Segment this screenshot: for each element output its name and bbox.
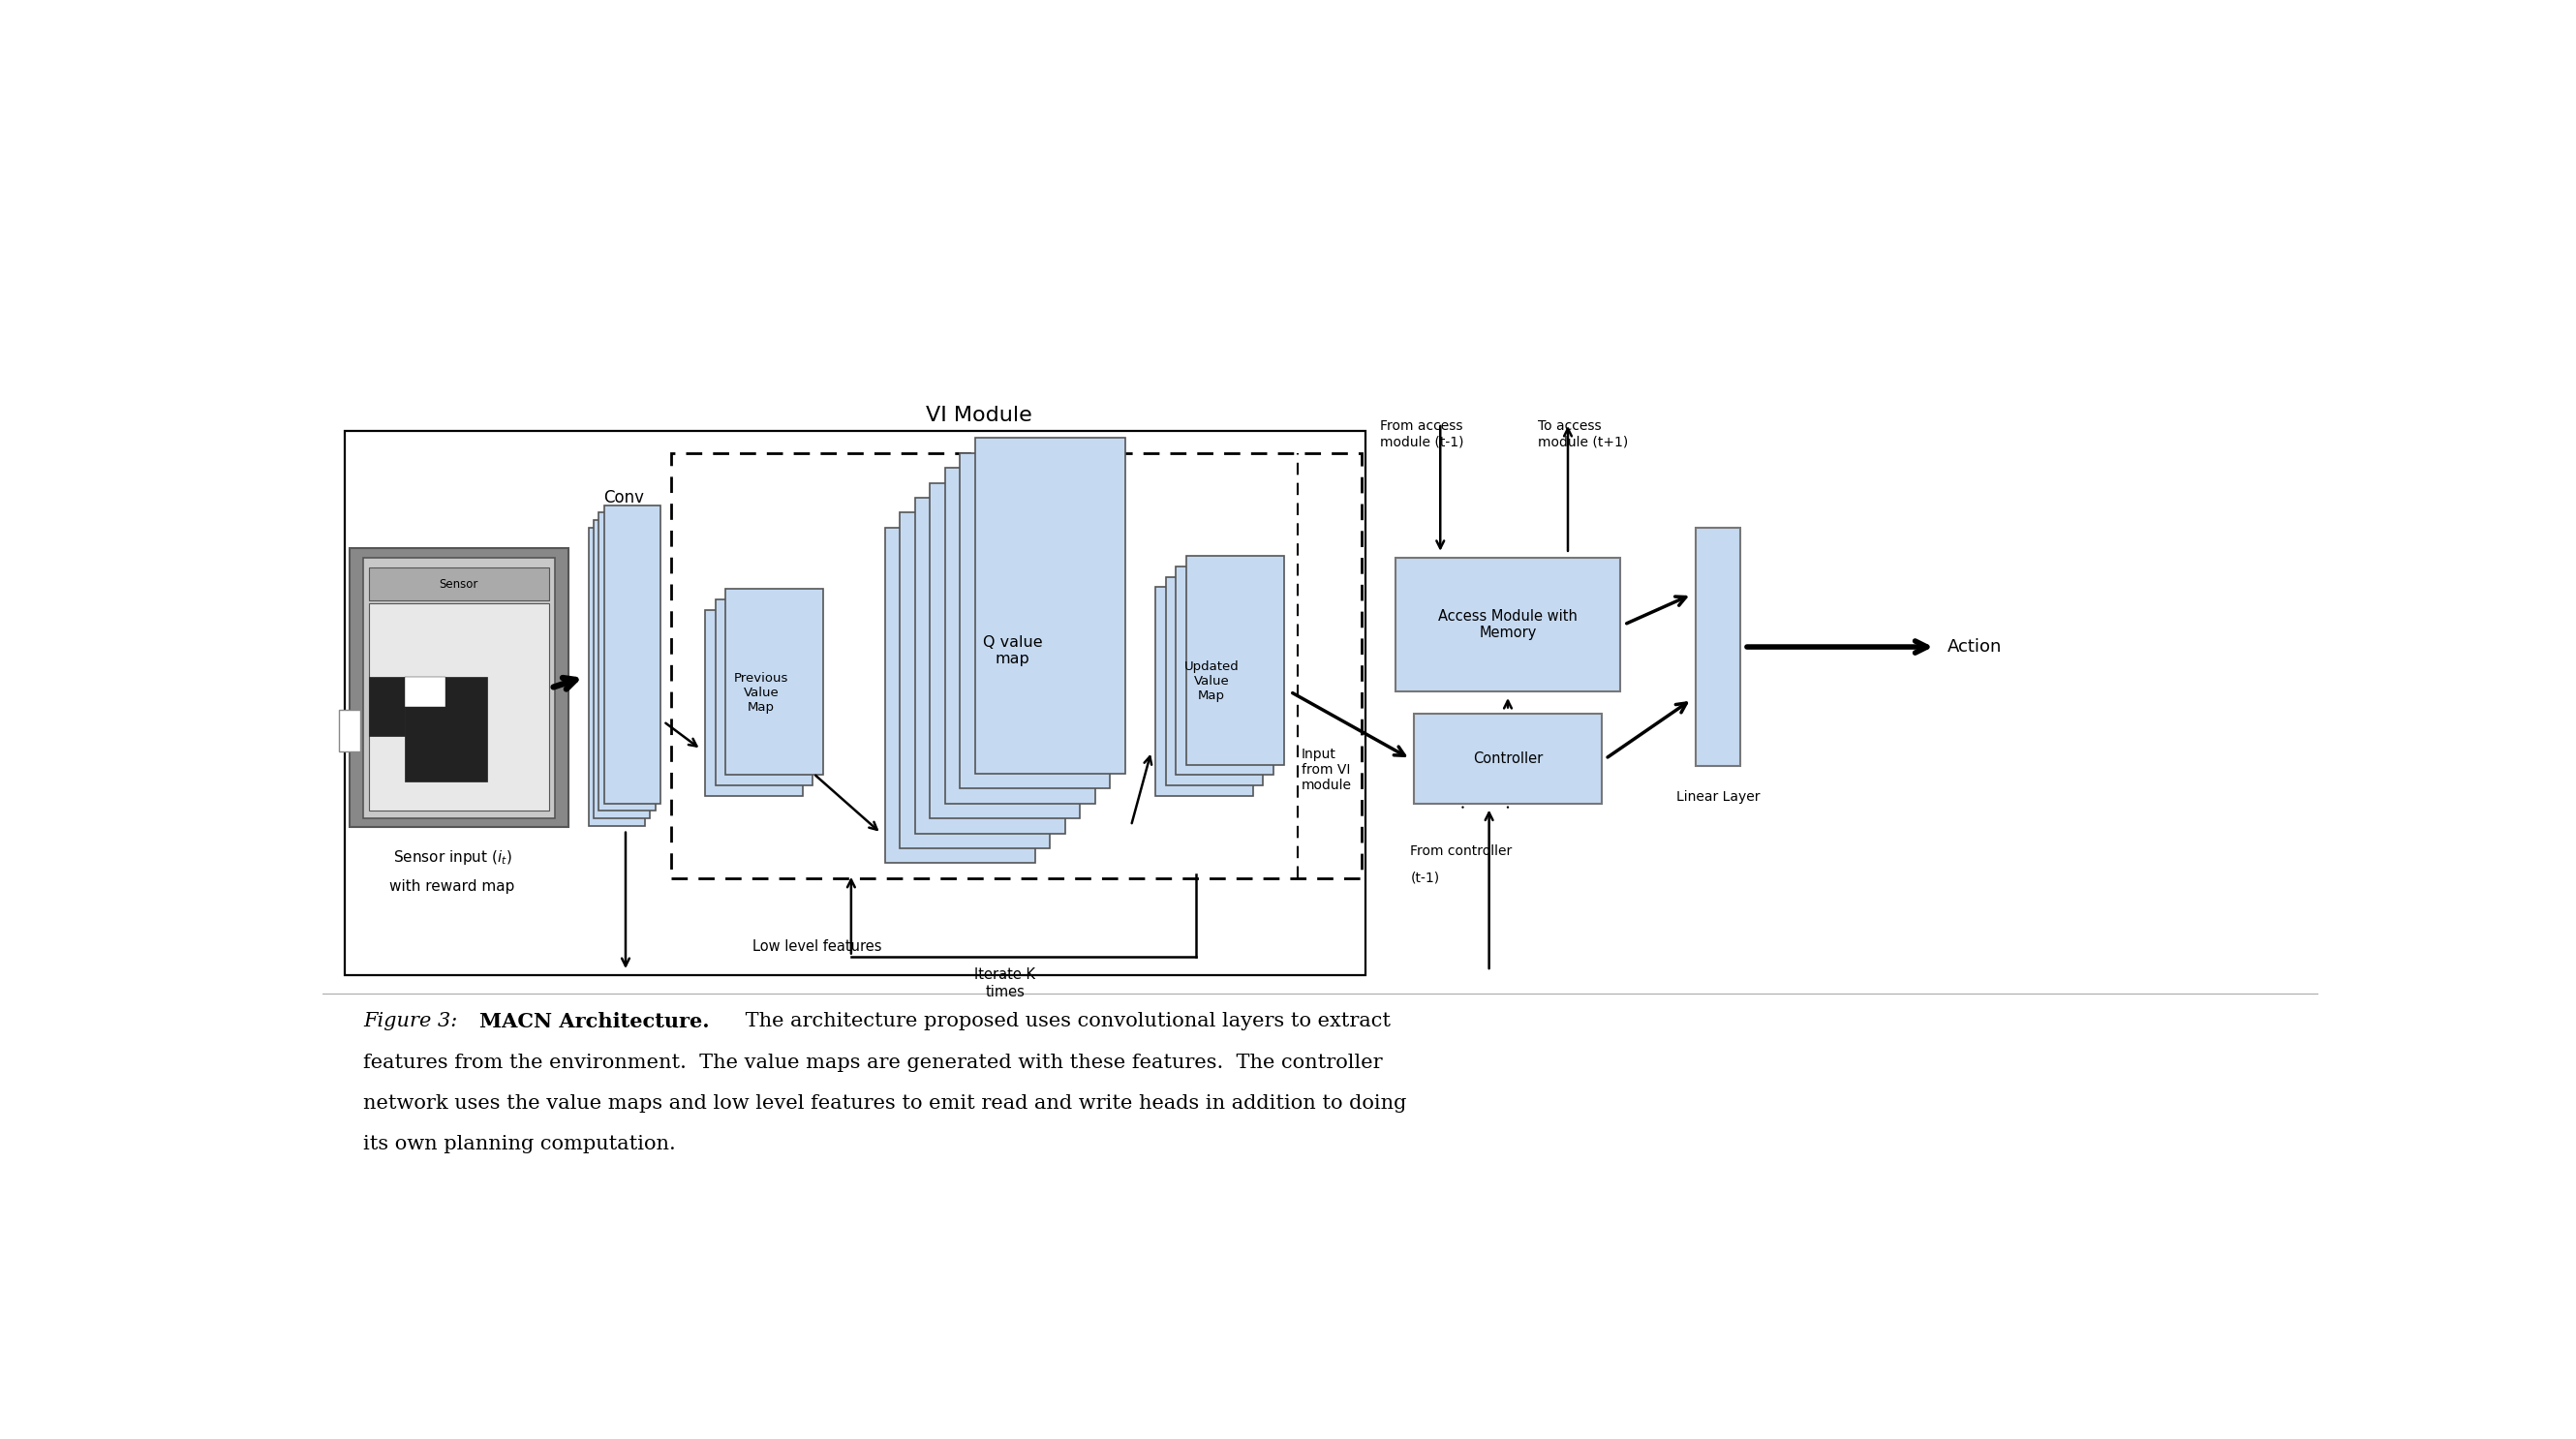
FancyBboxPatch shape (605, 505, 659, 803)
Text: Figure 3:: Figure 3: (363, 1012, 459, 1030)
FancyBboxPatch shape (600, 512, 654, 812)
Text: Conv: Conv (603, 489, 644, 507)
Text: Action: Action (1947, 637, 2002, 656)
FancyBboxPatch shape (587, 528, 644, 826)
Text: Updated
Value
Map: Updated Value Map (1185, 661, 1239, 702)
Text: Access Module with
Memory: Access Module with Memory (1437, 609, 1577, 640)
FancyBboxPatch shape (1177, 567, 1273, 776)
FancyBboxPatch shape (1164, 577, 1262, 786)
Text: Sensor input ($i_t$): Sensor input ($i_t$) (394, 848, 513, 866)
Text: features from the environment.  The value maps are generated with these features: features from the environment. The value… (363, 1053, 1383, 1072)
FancyBboxPatch shape (1188, 555, 1285, 764)
FancyBboxPatch shape (368, 676, 404, 737)
Text: From access
module (t-1): From access module (t-1) (1381, 420, 1463, 449)
Text: From controller: From controller (1409, 845, 1512, 858)
FancyBboxPatch shape (974, 437, 1126, 774)
FancyBboxPatch shape (350, 548, 569, 827)
FancyBboxPatch shape (1414, 714, 1602, 803)
FancyBboxPatch shape (945, 468, 1095, 803)
FancyBboxPatch shape (1154, 587, 1252, 796)
Text: with reward map: with reward map (389, 879, 515, 894)
FancyBboxPatch shape (404, 676, 487, 781)
Text: VI Module: VI Module (925, 406, 1033, 425)
FancyBboxPatch shape (1695, 528, 1741, 766)
Text: Iterate K
times: Iterate K times (974, 967, 1036, 999)
Text: Sensor: Sensor (440, 578, 479, 590)
Text: network uses the value maps and low level features to emit read and write heads : network uses the value maps and low leve… (363, 1094, 1406, 1112)
Text: its own planning computation.: its own planning computation. (363, 1135, 675, 1154)
FancyBboxPatch shape (930, 484, 1079, 819)
FancyBboxPatch shape (726, 589, 824, 776)
FancyBboxPatch shape (716, 599, 814, 786)
Text: Input
from VI
module: Input from VI module (1301, 748, 1352, 793)
FancyBboxPatch shape (706, 610, 801, 796)
FancyBboxPatch shape (363, 557, 554, 819)
Text: Q value
map: Q value map (981, 635, 1043, 666)
Text: Linear Layer: Linear Layer (1677, 790, 1759, 803)
Text: Low level features: Low level features (752, 940, 881, 954)
FancyBboxPatch shape (899, 512, 1051, 848)
Text: Previous
Value
Map: Previous Value Map (734, 672, 788, 714)
Text: MACN Architecture.: MACN Architecture. (479, 1012, 711, 1032)
FancyBboxPatch shape (886, 528, 1036, 863)
FancyBboxPatch shape (914, 498, 1064, 833)
FancyBboxPatch shape (368, 568, 549, 600)
Text: To access
module (t+1): To access module (t+1) (1538, 420, 1628, 449)
FancyBboxPatch shape (961, 453, 1110, 789)
Text: The architecture proposed uses convolutional layers to extract: The architecture proposed uses convoluti… (739, 1012, 1391, 1030)
FancyBboxPatch shape (1396, 557, 1620, 692)
FancyBboxPatch shape (368, 604, 549, 812)
FancyBboxPatch shape (340, 711, 361, 751)
Text: (t-1): (t-1) (1409, 871, 1440, 884)
Text: Controller: Controller (1473, 751, 1543, 766)
FancyBboxPatch shape (592, 519, 649, 819)
FancyBboxPatch shape (404, 676, 446, 707)
